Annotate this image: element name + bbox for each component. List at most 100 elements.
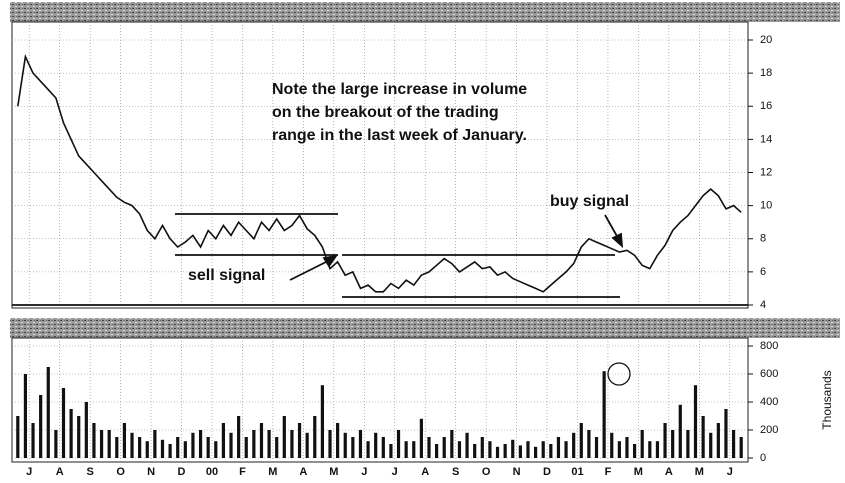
x-tick-label: D [543,466,551,478]
volume-bar [655,441,660,458]
y-axis-label: Thousands [820,370,834,429]
volume-bar [343,432,347,458]
volume-bar [336,423,340,458]
volume-bar [252,430,256,458]
header-band [10,2,840,22]
volume-bar [533,446,538,458]
volume-bar [701,416,705,458]
volume-bar [724,409,728,458]
volume-bar [191,432,195,458]
volume-bar [198,430,203,458]
volume-bar [541,441,545,458]
y-tick-label: 4 [760,299,766,311]
volume-bar [389,444,393,458]
volume-bar [617,441,621,458]
x-tick-label: N [147,466,155,478]
volume-bar [244,437,248,458]
volume-bar [138,437,142,458]
volume-bar [84,402,88,458]
buy-signal: buy signal [550,193,629,210]
y-tick-label: 16 [760,100,772,112]
volume-bar [214,441,218,458]
volume-bar [275,437,279,458]
volume-bar [267,430,271,458]
volume-bar [556,437,561,458]
volume-bar [465,432,469,458]
x-tick-label: A [299,466,307,478]
volume-bar [46,367,50,458]
volume-bar [427,437,431,458]
price-line [17,53,742,293]
y-tick-label: 18 [760,67,772,79]
volume-bar [503,444,507,458]
annotation: range in the last week of January. [272,127,527,144]
x-tick-label: F [239,466,246,478]
annotation: Note the large increase in volume [272,81,527,98]
volume-bar [176,437,180,458]
x-tick-label: O [482,466,491,478]
y-tick-label: 6 [760,266,766,278]
x-tick-label: S [452,466,459,478]
volume-bar [709,432,713,458]
volume-bar [640,430,644,458]
volume-bar [488,441,492,458]
volume-bar [473,444,477,458]
x-tick-label: M [329,466,338,478]
volume-bar [587,430,591,458]
volume-bar [69,409,73,458]
y-tick-label: 600 [760,368,778,380]
x-tick-label: S [86,466,93,478]
volume-bar [594,437,599,458]
arrow [289,259,331,281]
y-tick-label: 8 [760,233,766,245]
volume-bar [435,444,439,458]
volume-bar [313,416,317,458]
volume-bar [351,437,355,458]
volume-bar [183,441,187,458]
volume-bar [480,437,484,458]
arrow [604,214,619,239]
volume-bar [610,432,614,458]
price-frame [11,21,749,309]
volume-bar [297,423,302,458]
x-tick-label: 00 [206,466,218,478]
x-tick-label: 01 [571,466,583,478]
x-tick-label: J [727,466,733,478]
volume-bar [92,423,96,458]
arrow-head [322,254,338,268]
volume-bar [412,441,416,458]
volume-bar [442,437,446,458]
y-tick-label: 400 [760,396,778,408]
volume-bar [282,416,286,458]
volume-bar [16,416,20,458]
volume-bar [457,441,462,458]
volume-frame [11,337,749,463]
x-tick-label: M [268,466,277,478]
x-tick-label: F [605,466,612,478]
x-tick-label: M [634,466,643,478]
x-tick-label: D [178,466,186,478]
header-band [10,318,840,338]
volume-bar [122,423,127,458]
volume-bar [396,430,401,458]
volume-bar [23,374,28,458]
volume-bar [404,441,408,458]
volume-bar [693,385,698,458]
y-tick-label: 12 [760,166,772,178]
volume-bar [572,432,576,458]
volume-bar [358,430,363,458]
x-tick-label: O [116,466,125,478]
y-tick-label: 0 [760,452,766,464]
volume-bar [54,430,58,458]
x-tick-label: J [392,466,398,478]
volume-bar [31,423,35,458]
volume-bar [686,430,690,458]
volume-bar [381,437,385,458]
volume-bar [419,418,423,458]
volume-bar [39,395,43,458]
volume-bar [229,432,233,458]
volume-bar [671,430,675,458]
x-tick-label: N [513,466,521,478]
y-tick-label: 800 [760,340,778,352]
